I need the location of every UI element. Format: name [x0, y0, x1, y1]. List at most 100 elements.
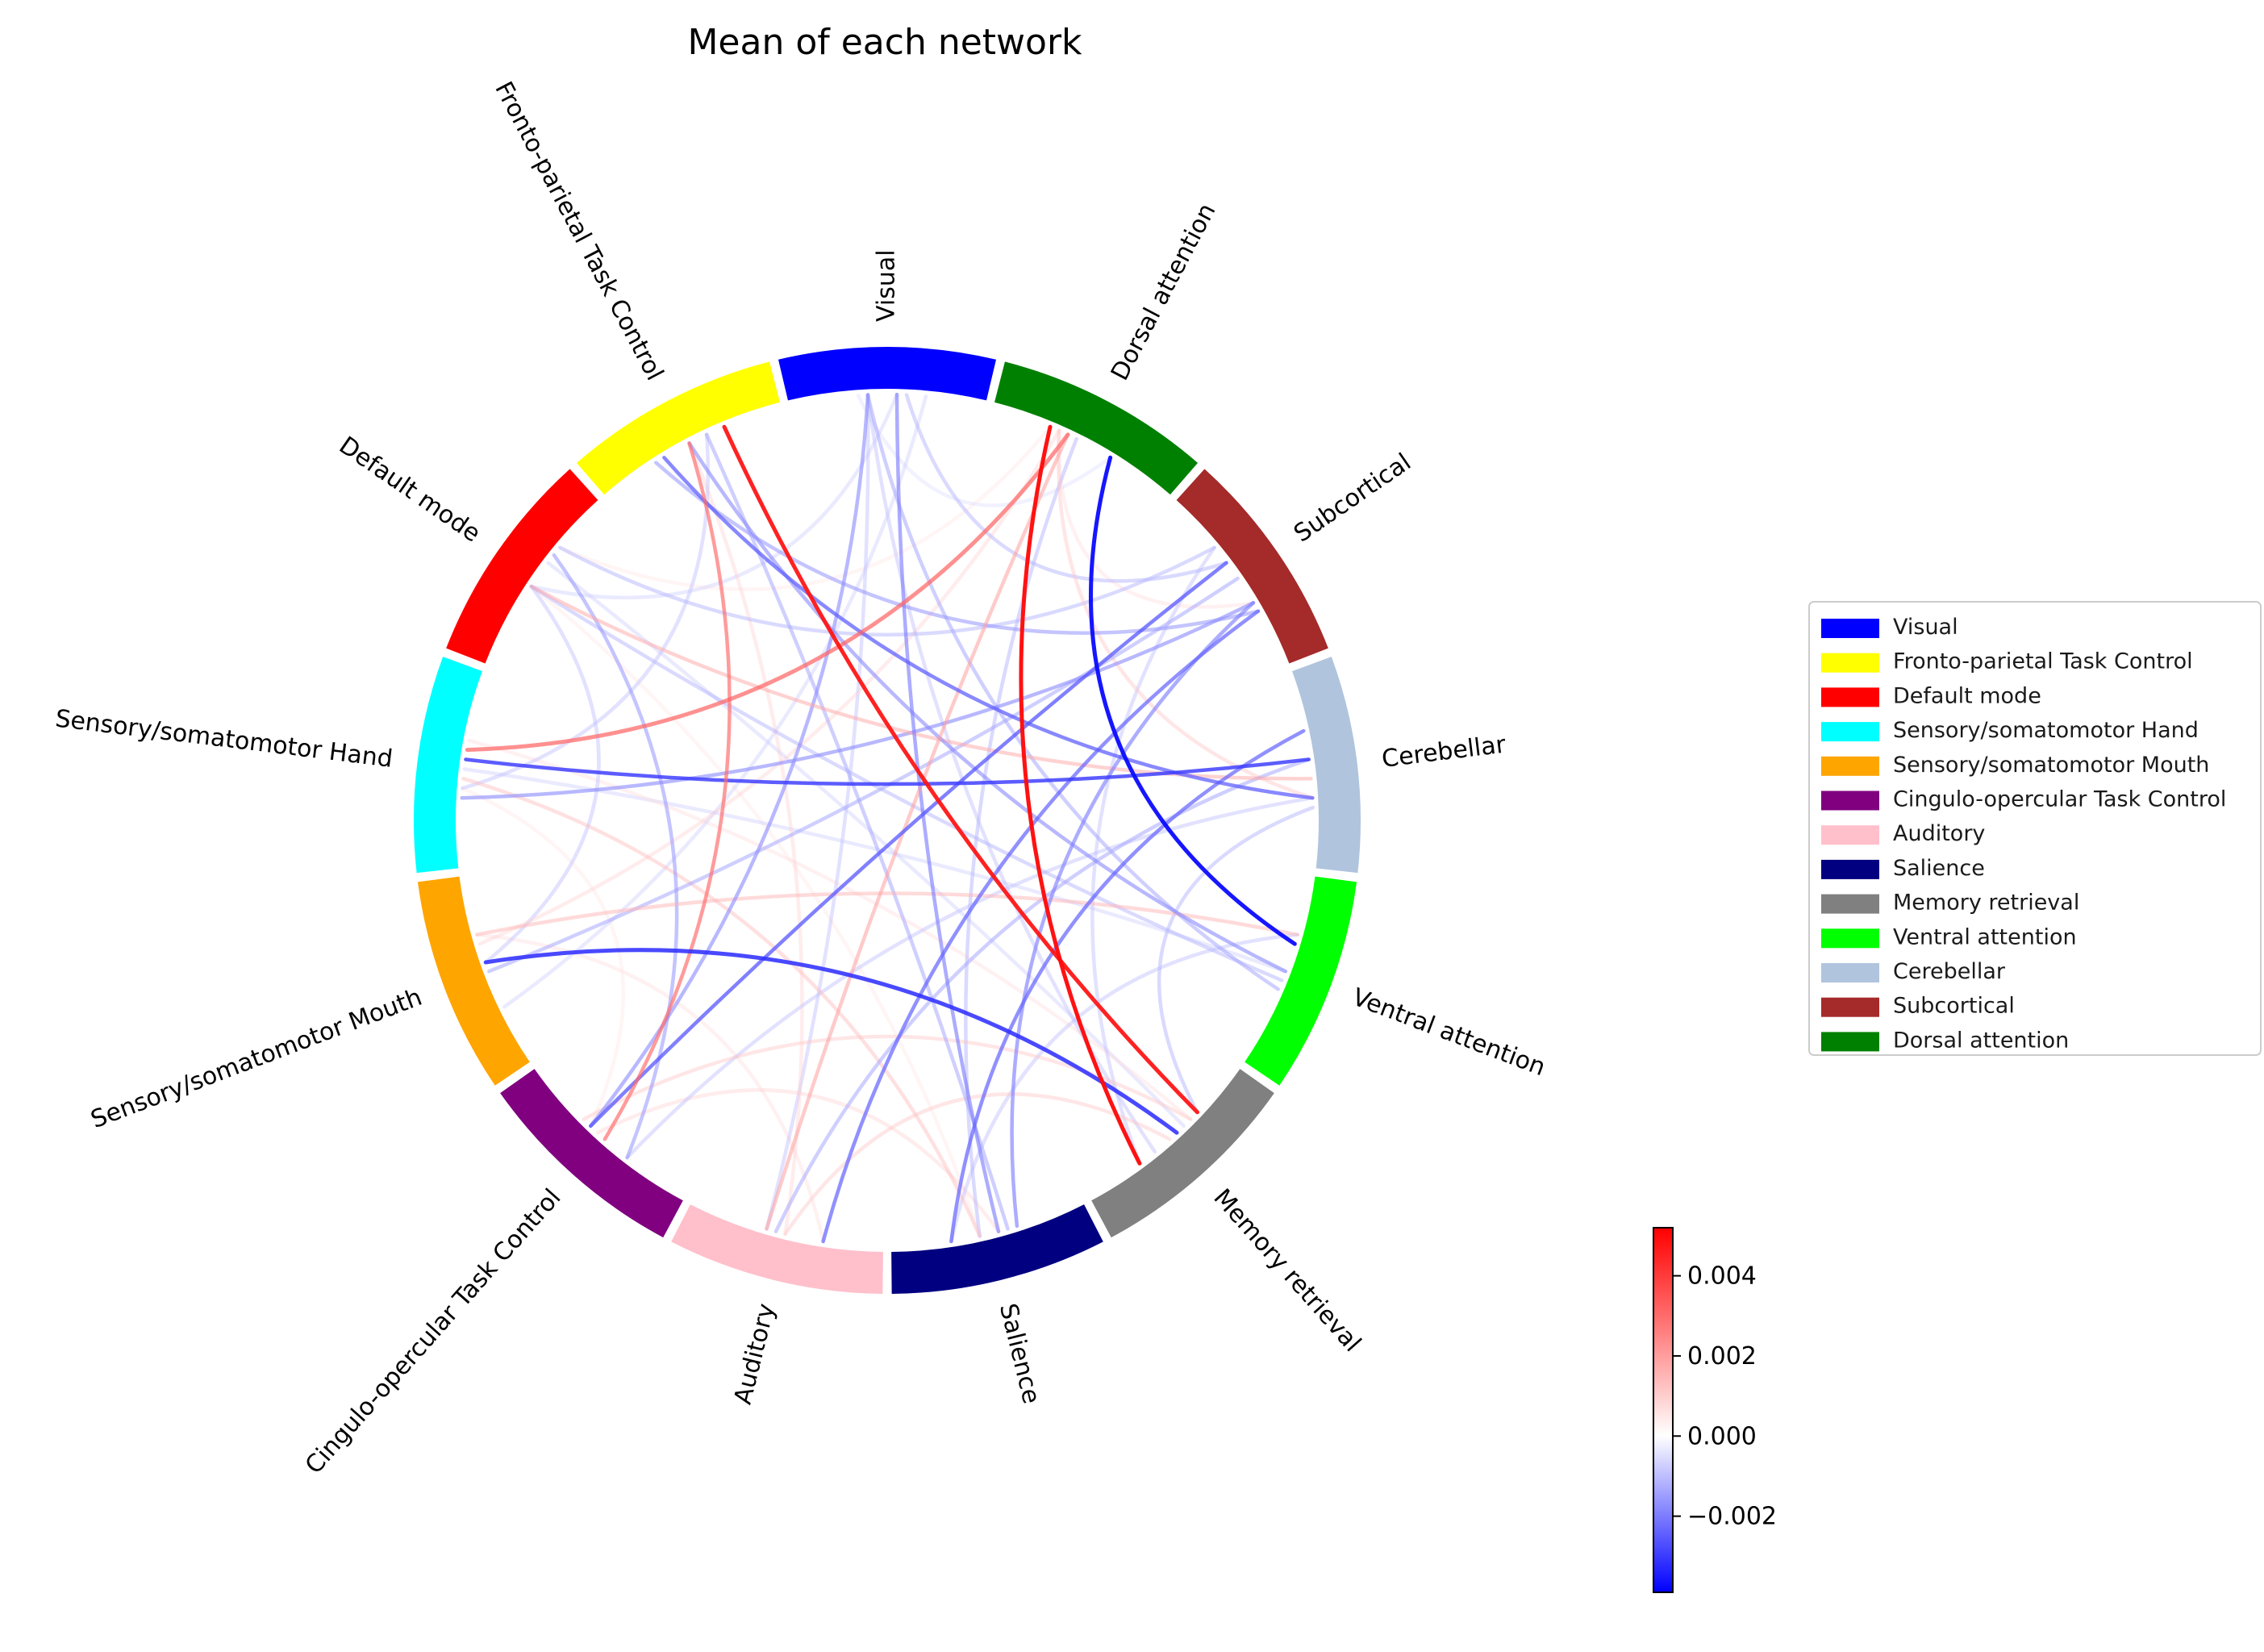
- connection-visual-subcortical: [904, 393, 1228, 583]
- colorbar-tick-label: 0.004: [1687, 1262, 1757, 1291]
- legend-swatch-sensory-somatomotor-mouth: [1821, 756, 1879, 776]
- connection-fronto-parietal-task-control-cerebellar: [662, 456, 1315, 800]
- connection-subcortical-cingulo-opercular-task-control: [589, 561, 1228, 1128]
- network-label-dorsal-attention: Dorsal attention: [1106, 198, 1222, 385]
- connection-salience-dorsal-attention: [964, 436, 1078, 1238]
- ring-segment-cerebellar: [1292, 657, 1361, 874]
- legend-swatch-ventral-attention: [1821, 928, 1879, 949]
- network-label-cerebellar: Cerebellar: [1380, 730, 1507, 773]
- connection-sensory-somatomotor-hand-salience: [461, 777, 982, 1238]
- legend-swatch-fronto-parietal-task-control: [1821, 653, 1879, 673]
- network-label-salience: Salience: [994, 1301, 1045, 1407]
- colorbar: 0.004 0.002 0.000 −0.002: [1653, 1227, 1777, 1593]
- connection-dorsal-attention-subcortical: [1057, 428, 1256, 609]
- legend-label-dorsal-attention: Dorsal attention: [1893, 1028, 2069, 1053]
- connection-sensory-somatomotor-hand-cingulo-opercular-task-control: [461, 786, 625, 1128]
- connection-sensory-somatomotor-mouth-subcortical: [487, 576, 1240, 974]
- legend-label-memory-retrieval: Memory retrieval: [1893, 891, 2079, 916]
- ring-segment-dorsal-attention: [994, 361, 1199, 495]
- network-label-cingulo-opercular-task-control: Cingulo-opercular Task Control: [300, 1183, 567, 1479]
- network-label-fronto-parietal-task-control: Fronto-parietal Task Control: [489, 77, 669, 386]
- network-label-default-mode: Default mode: [334, 432, 486, 549]
- connection-fronto-parietal-task-control-subcortical: [654, 461, 1261, 635]
- network-label-ventral-attention: Ventral attention: [1349, 983, 1549, 1082]
- legend-frame: [1808, 601, 2262, 1056]
- connections: [460, 392, 1315, 1244]
- ring-segment-subcortical: [1176, 469, 1328, 664]
- legend-swatch-memory-retrieval: [1821, 894, 1879, 914]
- network-label-memory-retrieval: Memory retrieval: [1207, 1183, 1366, 1358]
- network-label-subcortical: Subcortical: [1289, 448, 1416, 548]
- connection-sensory-somatomotor-hand-memory-retrieval: [467, 738, 1193, 1121]
- connection-subcortical-salience: [1010, 601, 1256, 1229]
- network-label-sensory-somatomotor-mouth: Sensory/somatomotor Mouth: [87, 983, 426, 1134]
- legend-swatch-salience: [1821, 859, 1879, 879]
- colorbar-tick-label: 0.002: [1687, 1342, 1757, 1370]
- connection-default-mode-ventral-attention: [529, 584, 1284, 982]
- connection-visual-dorsal-attention: [856, 393, 1112, 507]
- connection-sensory-somatomotor-mouth-memory-retrieval: [483, 948, 1179, 1135]
- connection-cingulo-opercular-task-control-memory-retrieval: [582, 1034, 1193, 1121]
- legend-label-default-mode: Default mode: [1893, 683, 2041, 708]
- legend-label-auditory: Auditory: [1893, 821, 1985, 846]
- connection-fronto-parietal-task-control-ventral-attention: [687, 441, 1287, 974]
- connection-memory-retrieval-auditory: [783, 1092, 1172, 1236]
- ring-segment-cingulo-opercular-task-control: [500, 1069, 683, 1238]
- ring-segment-auditory: [671, 1204, 883, 1294]
- ring-segment-sensory-somatomotor-hand: [414, 657, 482, 874]
- legend-label-salience: Salience: [1893, 856, 1985, 881]
- ring-segment-salience: [891, 1204, 1103, 1294]
- colorbar-gradient: [1653, 1227, 1674, 1593]
- connection-auditory-dorsal-attention: [765, 432, 1070, 1231]
- colorbar-tick-label: −0.002: [1687, 1503, 1777, 1531]
- ring-segment-fronto-parietal-task-control: [576, 361, 780, 495]
- legend-label-ventral-attention: Ventral attention: [1893, 924, 2077, 949]
- figure-title: Mean of each network: [687, 22, 1082, 63]
- legend: Visual Fronto-parietal Task Control Defaul…: [1808, 601, 2262, 1056]
- connection-subcortical-memory-retrieval: [1090, 545, 1216, 1166]
- connection-fronto-parietal-task-control-cingulo-opercular-task-control: [602, 441, 732, 1141]
- legend-swatch-visual: [1821, 619, 1879, 638]
- ring-segment-visual: [778, 346, 997, 401]
- legend-label-cerebellar: Cerebellar: [1893, 959, 2006, 984]
- connection-cerebellar-salience: [949, 728, 1306, 1244]
- legend-swatch-dorsal-attention: [1821, 1032, 1879, 1052]
- legend-swatch-auditory: [1821, 825, 1879, 845]
- ring-segment-default-mode: [446, 469, 598, 664]
- connection-visual-sensory-somatomotor-mouth: [502, 394, 928, 1009]
- legend-swatch-cingulo-opercular-task-control: [1821, 791, 1879, 811]
- connection-fronto-parietal-task-control-auditory: [687, 441, 804, 1236]
- connection-cingulo-opercular-task-control-salience: [595, 1088, 1001, 1233]
- connection-visual-default-mode: [529, 392, 899, 600]
- connection-default-mode-cerebellar: [529, 584, 1313, 781]
- legend-swatch-cerebellar: [1821, 963, 1879, 982]
- legend-label-fronto-parietal-task-control: Fronto-parietal Task Control: [1893, 649, 2193, 674]
- ring-segment-sensory-somatomotor-mouth: [417, 876, 530, 1086]
- connection-sensory-somatomotor-hand-subcortical: [460, 601, 1256, 800]
- connection-default-mode-cingulo-opercular-task-control: [552, 553, 679, 1160]
- connection-subcortical-auditory: [821, 609, 1261, 1244]
- ring-segment-memory-retrieval: [1091, 1069, 1274, 1238]
- connection-sensory-somatomotor-hand-dorsal-attention: [465, 432, 1070, 753]
- connection-memory-retrieval-cerebellar: [1157, 805, 1315, 1115]
- legend-label-sensory-somatomotor-hand: Sensory/somatomotor Hand: [1893, 718, 2199, 743]
- legend-swatch-subcortical: [1821, 997, 1879, 1017]
- legend-swatch-default-mode: [1821, 687, 1879, 707]
- network-label-auditory: Auditory: [729, 1301, 781, 1408]
- connection-default-mode-salience: [529, 584, 982, 1238]
- legend-label-sensory-somatomotor-mouth: Sensory/somatomotor Mouth: [1893, 753, 2209, 778]
- connection-cerebellar-sensory-somatomotor-hand: [464, 757, 1311, 786]
- ring-segment-ventral-attention: [1245, 876, 1357, 1086]
- connection-default-mode-sensory-somatomotor-mouth: [483, 584, 601, 965]
- connection-auditory-cerebellar: [773, 757, 1311, 1233]
- legend-label-subcortical: Subcortical: [1893, 994, 2015, 1019]
- legend-swatch-sensory-somatomotor-hand: [1821, 722, 1879, 742]
- connection-dorsal-attention-ventral-attention: [1089, 455, 1297, 946]
- network-label-visual: Visual: [873, 249, 901, 322]
- connection-auditory-sensory-somatomotor-mouth: [475, 932, 825, 1244]
- network-label-sensory-somatomotor-hand: Sensory/somatomotor Hand: [54, 704, 394, 773]
- legend-label-visual: Visual: [1893, 615, 1958, 640]
- network-ring: [414, 346, 1361, 1294]
- legend-label-cingulo-opercular-task-control: Cingulo-opercular Task Control: [1893, 787, 2226, 812]
